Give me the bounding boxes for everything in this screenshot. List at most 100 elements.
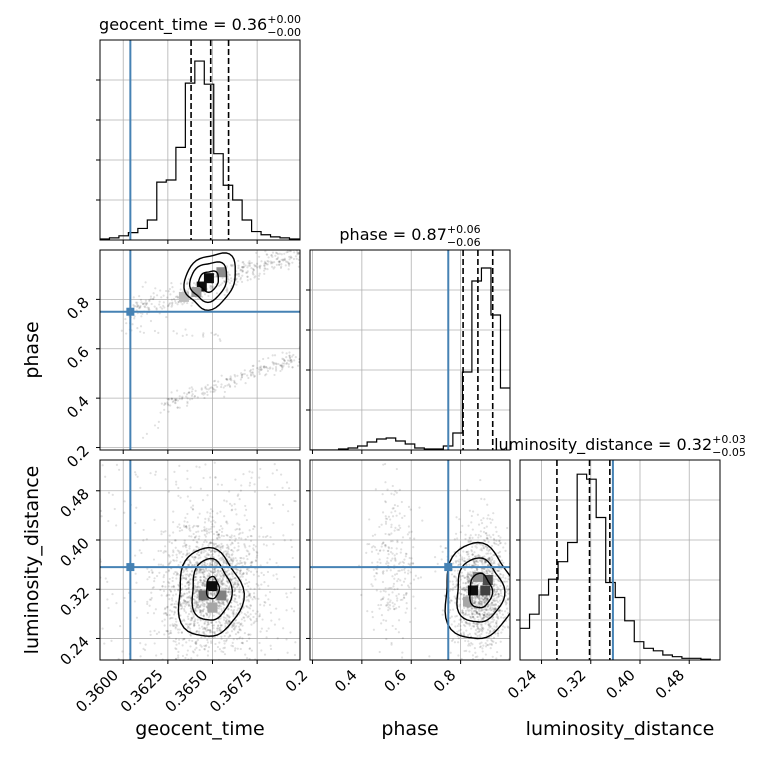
- sample-point: [188, 623, 191, 626]
- sample-point: [233, 588, 237, 591]
- sample-point: [483, 555, 486, 558]
- sample-point: [485, 570, 488, 573]
- sample-point: [204, 645, 207, 648]
- sample-point: [218, 612, 221, 616]
- sample-point: [485, 608, 488, 612]
- sample-point: [456, 537, 459, 540]
- sample-point: [172, 640, 175, 643]
- sample-point: [479, 543, 482, 546]
- sample-point: [167, 398, 170, 401]
- sample-point: [477, 622, 481, 625]
- sample-point: [145, 302, 149, 305]
- sample-point: [495, 596, 498, 599]
- sample-point: [183, 542, 186, 545]
- sample-point: [264, 366, 268, 369]
- sample-point: [213, 561, 216, 564]
- sample-point: [402, 561, 405, 564]
- sample-point: [202, 578, 205, 582]
- sample-point: [177, 654, 180, 657]
- sample-point: [192, 539, 195, 542]
- sample-point: [210, 560, 213, 564]
- sample-point: [253, 525, 256, 528]
- sample-point: [196, 618, 199, 621]
- sample-point: [192, 651, 195, 654]
- sample-point: [229, 543, 232, 546]
- sample-point: [495, 621, 498, 625]
- sample-point: [408, 537, 412, 540]
- sample-point: [403, 514, 406, 518]
- sample-point: [478, 586, 481, 590]
- sample-point: [225, 563, 229, 566]
- sample-point: [466, 575, 469, 578]
- sample-point: [470, 521, 473, 524]
- sample-point: [263, 272, 266, 275]
- sample-point: [196, 621, 199, 624]
- sample-point: [232, 627, 235, 631]
- sample-point: [470, 574, 473, 577]
- sample-point: [165, 315, 168, 319]
- sample-point: [386, 601, 389, 604]
- sample-point: [218, 602, 221, 605]
- sample-point: [492, 607, 495, 611]
- sample-point: [381, 493, 384, 496]
- sample-point: [399, 598, 402, 602]
- sample-point: [251, 598, 254, 601]
- sample-point: [403, 596, 406, 600]
- sample-point: [221, 582, 225, 585]
- sample-point: [209, 541, 212, 545]
- sample-point: [480, 519, 483, 522]
- sample-point: [203, 632, 206, 635]
- sample-point: [181, 555, 184, 559]
- sample-point: [195, 630, 198, 633]
- sample-point: [484, 602, 487, 605]
- sample-point: [226, 621, 229, 624]
- histogram-bin: [138, 228, 147, 240]
- sample-point: [490, 601, 494, 605]
- sample-point: [480, 560, 484, 563]
- sample-point: [237, 621, 241, 624]
- sample-point: [259, 603, 262, 606]
- sample-point: [452, 583, 455, 586]
- sample-point: [104, 475, 107, 478]
- sample-point: [148, 604, 151, 607]
- sample-point: [177, 589, 180, 592]
- sample-point: [488, 631, 492, 634]
- sample-point: [393, 603, 396, 606]
- sample-point: [501, 595, 505, 598]
- sample-point: [462, 574, 465, 577]
- sample-point: [217, 604, 220, 607]
- sample-point: [195, 640, 198, 643]
- sample-point: [473, 595, 476, 599]
- sample-point: [169, 589, 172, 593]
- sample-point: [248, 592, 251, 595]
- sample-point: [479, 610, 482, 613]
- sample-point: [163, 550, 166, 553]
- sample-point: [160, 533, 163, 536]
- sample-point: [225, 552, 228, 555]
- sample-point: [293, 653, 297, 657]
- x-tick-label: 0.3675: [206, 666, 256, 716]
- sample-point: [220, 374, 223, 377]
- sample-point: [482, 544, 485, 548]
- sample-point: [255, 667, 257, 669]
- sample-point: [223, 618, 226, 622]
- sample-point: [213, 592, 216, 596]
- sample-point: [197, 557, 200, 560]
- sample-point: [180, 631, 183, 634]
- sample-point: [225, 521, 228, 524]
- sample-point: [229, 577, 232, 580]
- sample-point: [157, 563, 160, 566]
- sample-point: [211, 523, 214, 526]
- sample-point: [265, 365, 268, 369]
- sample-point: [208, 573, 212, 576]
- sample-point: [224, 587, 227, 590]
- sample-point: [391, 624, 394, 628]
- sample-point: [202, 582, 205, 585]
- sample-point: [239, 278, 242, 281]
- sample-point: [175, 577, 178, 580]
- sample-point: [152, 612, 156, 615]
- sample-point: [237, 272, 241, 276]
- sample-point: [481, 595, 485, 598]
- sample-point: [263, 604, 266, 607]
- sample-point: [233, 593, 237, 597]
